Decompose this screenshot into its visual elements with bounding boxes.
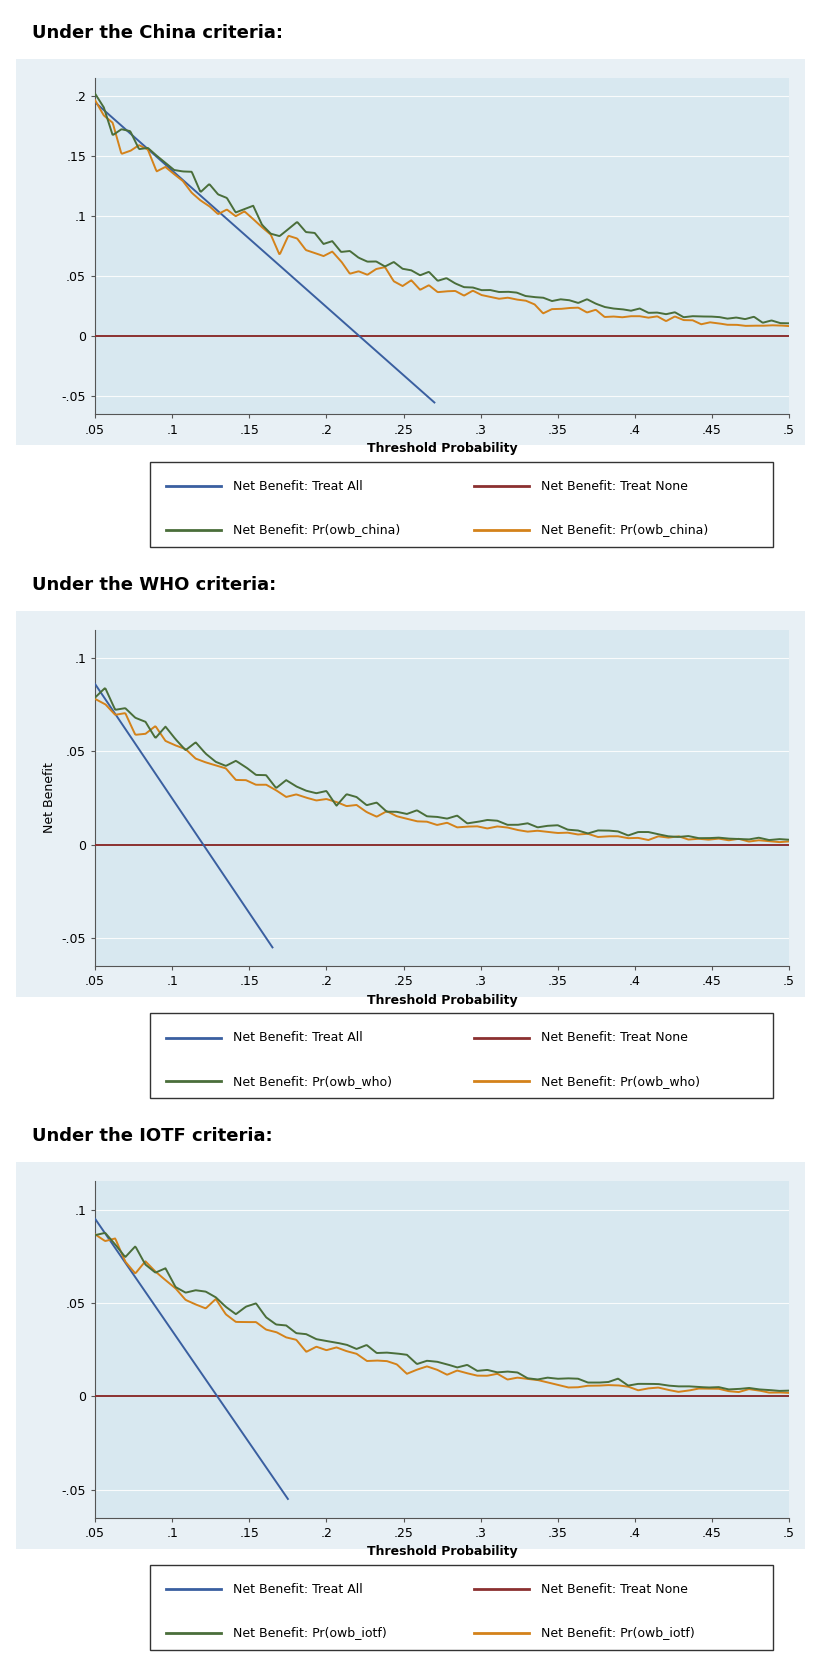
Text: Net Benefit: Pr(owb_who): Net Benefit: Pr(owb_who): [541, 1075, 700, 1088]
Text: Net Benefit: Treat None: Net Benefit: Treat None: [541, 1583, 688, 1596]
Text: Under the China criteria:: Under the China criteria:: [32, 23, 283, 42]
FancyBboxPatch shape: [150, 462, 773, 546]
Text: Net Benefit: Pr(owb_china): Net Benefit: Pr(owb_china): [541, 523, 708, 537]
Text: Net Benefit: Treat All: Net Benefit: Treat All: [233, 480, 363, 493]
Text: Net Benefit: Pr(owb_china): Net Benefit: Pr(owb_china): [233, 523, 400, 537]
Text: Net Benefit: Treat None: Net Benefit: Treat None: [541, 1031, 688, 1045]
Text: Net Benefit: Pr(owb_iotf): Net Benefit: Pr(owb_iotf): [233, 1626, 387, 1639]
Text: Net Benefit: Pr(owb_iotf): Net Benefit: Pr(owb_iotf): [541, 1626, 694, 1639]
Text: Net Benefit: Pr(owb_who): Net Benefit: Pr(owb_who): [233, 1075, 392, 1088]
Text: Under the IOTF criteria:: Under the IOTF criteria:: [32, 1128, 272, 1144]
Text: Net Benefit: Treat None: Net Benefit: Treat None: [541, 480, 688, 493]
Text: Net Benefit: Treat All: Net Benefit: Treat All: [233, 1031, 363, 1045]
Text: Net Benefit: Treat All: Net Benefit: Treat All: [233, 1583, 363, 1596]
Text: Under the WHO criteria:: Under the WHO criteria:: [32, 576, 276, 593]
FancyBboxPatch shape: [150, 1013, 773, 1098]
FancyBboxPatch shape: [150, 1565, 773, 1649]
